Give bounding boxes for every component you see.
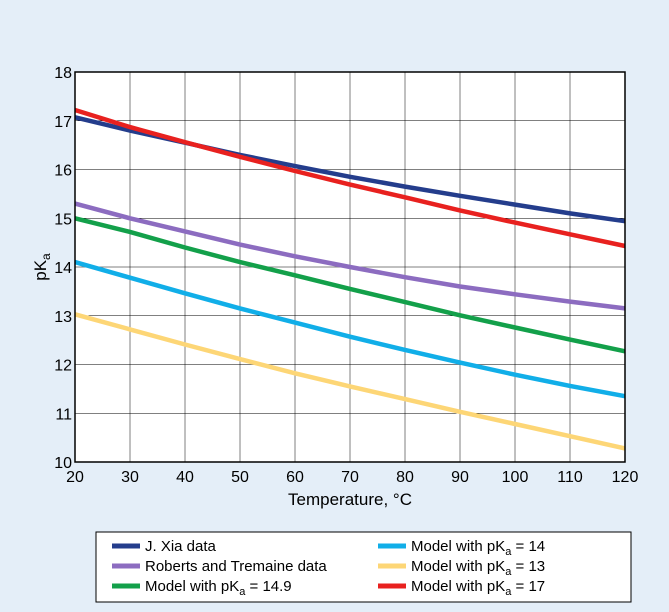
x-tick-label: 100 <box>502 469 529 486</box>
y-tick-label: 15 <box>54 211 72 228</box>
x-tick-label: 80 <box>396 469 414 486</box>
x-tick-label: 60 <box>286 469 304 486</box>
series-line-3 <box>74 259 626 399</box>
x-tick-label: 70 <box>341 469 359 486</box>
x-tick-label: 30 <box>121 469 139 486</box>
tick-labels: 20 30 40 50 60 70 80 90 100 110 120 10 11 12 13 14 15 16 1… <box>54 65 638 486</box>
series-line-1 <box>74 201 626 311</box>
legend-label: J. Xia data <box>145 538 217 555</box>
x-tick-label: 90 <box>451 469 469 486</box>
y-tick-label: 17 <box>54 114 72 131</box>
legend-label: Model with pKa = 14 <box>411 538 545 558</box>
series-lines <box>74 107 626 451</box>
x-tick-label: 40 <box>176 469 194 486</box>
y-tick-label: 16 <box>54 163 72 180</box>
legend-box <box>95 531 632 603</box>
series-line-2 <box>74 216 626 354</box>
plot-frame <box>74 71 626 463</box>
y-tick-label: 10 <box>54 455 72 472</box>
x-axis-title: Temperature, °C <box>288 490 412 509</box>
legend: J. Xia data Model with pKa = 14 Roberts an… <box>112 538 545 598</box>
legend-label: Model with pKa = 13 <box>411 558 545 578</box>
series-line-4 <box>74 312 626 451</box>
x-tick-label: 20 <box>66 469 84 486</box>
x-tick-label: 120 <box>612 469 639 486</box>
legend-label: Roberts and Tremaine data <box>145 558 327 575</box>
y-tick-label: 18 <box>54 65 72 82</box>
y-tick-label: 11 <box>55 406 72 423</box>
legend-label: Model with pKa = 14.9 <box>145 578 292 598</box>
y-tick-label: 14 <box>54 260 72 277</box>
y-axis-title: pKa <box>31 253 53 281</box>
x-tick-label: 110 <box>557 469 583 486</box>
x-tick-label: 50 <box>231 469 249 486</box>
y-tick-label: 13 <box>54 309 72 326</box>
legend-label: Model with pKa = 17 <box>411 578 545 598</box>
series-line-5 <box>74 107 626 249</box>
grid <box>75 72 625 462</box>
y-tick-label: 12 <box>54 358 72 375</box>
